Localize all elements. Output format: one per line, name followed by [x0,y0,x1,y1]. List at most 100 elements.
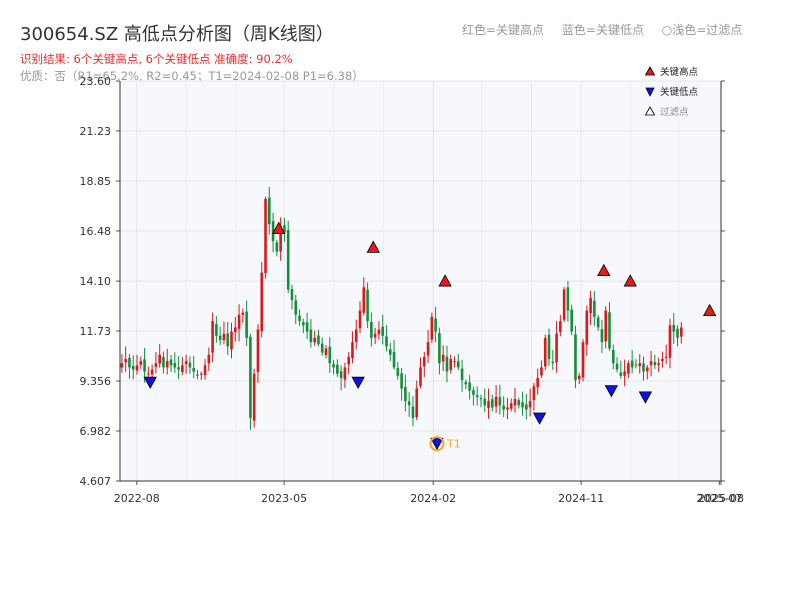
candle [596,315,600,331]
candle-body [676,328,679,338]
candle-body [354,329,358,342]
candle [483,388,487,412]
candle-body [233,327,237,333]
candle-body [475,395,479,397]
candle [604,306,608,349]
candle [173,352,177,373]
candle-body [543,337,547,367]
candle-body [498,397,502,406]
candle [381,314,385,345]
candle-body [487,401,490,409]
candle-body [672,324,676,332]
candle [528,388,532,417]
candle-body [302,322,305,326]
key-high-marker [597,263,611,276]
candle [370,312,373,347]
candle-body [264,198,267,274]
candle-body [377,329,381,335]
candle-body [600,329,604,343]
candle-body [385,336,388,347]
quality-info: 优质：否（R1=65.2%, R2=0.45；T1=2024-02-08 P1=… [20,69,364,83]
candle-body [396,367,400,376]
candle [177,356,180,380]
candle [562,286,566,323]
candle-body [536,377,539,388]
candle [203,358,207,380]
candle-body [426,342,430,356]
candle-body [131,366,135,370]
candle-body [298,315,301,322]
candle-body [373,333,377,338]
candle [676,325,679,347]
candle-body [653,361,657,366]
candle [237,304,241,342]
candle-body [619,372,623,376]
candle [298,309,301,326]
candle [377,321,381,340]
header-legend: 红色=关键高点 蓝色=关键低点 ○浅色=过滤点 [462,21,742,38]
candle [407,392,411,417]
candle [653,354,657,369]
candle-body [147,373,150,375]
y-tick-label: 18.85 [80,175,112,188]
candle [400,368,403,401]
y-tick-label: 6.982 [80,425,112,438]
candle-body [562,289,566,320]
candle [264,196,267,279]
candle-body [456,361,460,368]
candle-body [430,316,434,340]
candle [532,382,536,411]
candle [309,319,313,348]
x-tick-label: 2025-08 [698,492,744,505]
candle [479,394,483,408]
candle-body [279,226,282,252]
key-high-marker [438,274,452,287]
candle [320,337,324,356]
candle-body [154,363,158,367]
candle-body [286,229,290,290]
candle [502,396,505,418]
candle-body [320,343,324,353]
candle-body [120,363,124,368]
candle-body [649,361,653,366]
candle-body [222,333,226,341]
candle-body [627,363,630,374]
candle [589,290,592,325]
candle [324,345,328,359]
candle-body [400,373,403,389]
candle [290,284,294,310]
candle-body [188,362,192,368]
candle [559,314,562,337]
candle [124,346,127,372]
candle-body [449,358,453,370]
candle-body [604,310,608,342]
y-tick-label: 21.23 [80,125,112,138]
candle [672,313,676,344]
candle-body [124,358,127,363]
candle [139,356,143,370]
candle [196,369,199,380]
candle-body [143,359,146,372]
legend-filtered-icon [644,106,656,116]
candle-body [521,402,524,408]
candle [661,351,664,368]
candle-body [351,342,354,359]
candle-body [623,371,626,376]
candle-body [381,326,385,336]
candle-body [128,357,131,368]
candle [230,322,233,359]
candle-body [215,324,218,336]
candle-body [494,396,498,407]
candle-body [309,329,313,343]
candle [131,355,135,380]
legend-label: 关键高点 [660,66,699,78]
candle [426,330,430,364]
candle-body [150,369,154,375]
candle [199,371,203,380]
candle-body [525,404,528,410]
candle-body [472,390,475,395]
candle-series [120,186,683,430]
candle [411,396,415,427]
candle-body [566,287,570,311]
